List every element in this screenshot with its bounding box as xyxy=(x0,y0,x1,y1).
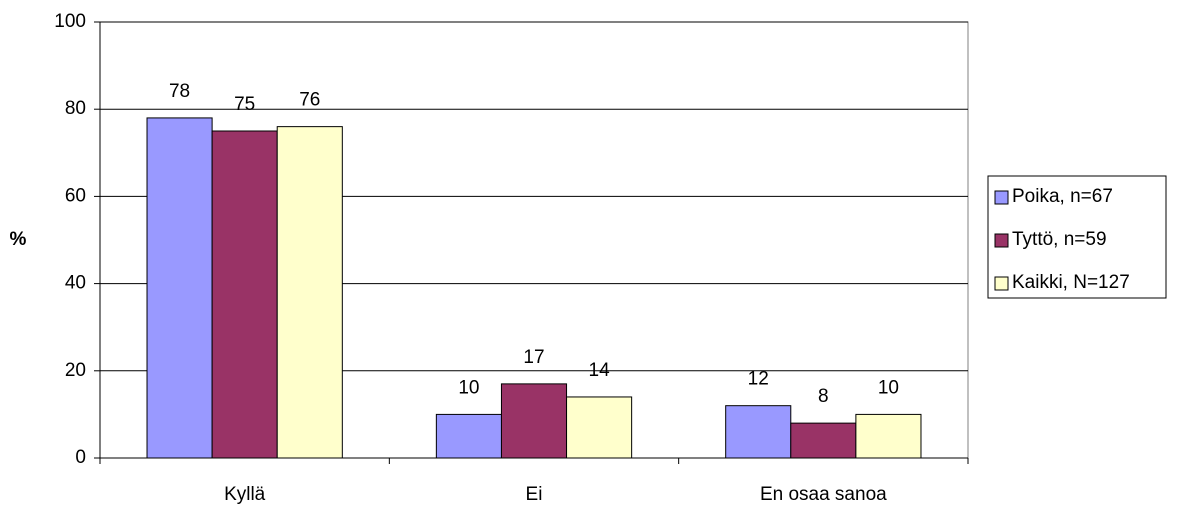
x-tick-label: En osaa sanoa xyxy=(760,484,887,505)
bar xyxy=(435,413,502,459)
legend-box xyxy=(987,175,1167,299)
bar xyxy=(500,383,568,459)
data-label: 76 xyxy=(299,90,320,111)
data-label: 14 xyxy=(589,360,611,381)
data-label: 8 xyxy=(818,386,829,407)
legend-label: Tyttö, n=59 xyxy=(1012,229,1107,250)
y-tick-label: 40 xyxy=(65,273,86,294)
y-tick-label: 100 xyxy=(54,11,86,32)
bar xyxy=(725,405,792,459)
legend-label: Kaikki, N=127 xyxy=(1012,272,1130,293)
data-label: 10 xyxy=(878,377,899,398)
data-label: 78 xyxy=(169,81,190,102)
bar xyxy=(855,413,922,459)
bar xyxy=(566,396,633,459)
legend-swatch xyxy=(994,276,1009,291)
x-tick-label: Kyllä xyxy=(224,484,266,505)
data-label: 12 xyxy=(748,369,769,390)
bar xyxy=(146,117,213,459)
bar xyxy=(276,126,343,459)
legend-swatch xyxy=(994,233,1009,248)
bar xyxy=(790,422,857,459)
bar xyxy=(211,130,278,459)
y-tick-label: 60 xyxy=(65,185,86,206)
y-tick-label: 80 xyxy=(65,98,86,119)
y-axis-label: % xyxy=(10,229,27,250)
y-tick-label: 0 xyxy=(75,447,86,468)
legend-swatch xyxy=(994,190,1009,205)
legend-label: Poika, n=67 xyxy=(1012,186,1113,207)
data-label: 75 xyxy=(234,94,255,115)
data-label: 10 xyxy=(458,377,479,398)
y-tick-label: 20 xyxy=(65,360,86,381)
data-label: 17 xyxy=(523,347,544,368)
x-tick-label: Ei xyxy=(526,484,543,505)
